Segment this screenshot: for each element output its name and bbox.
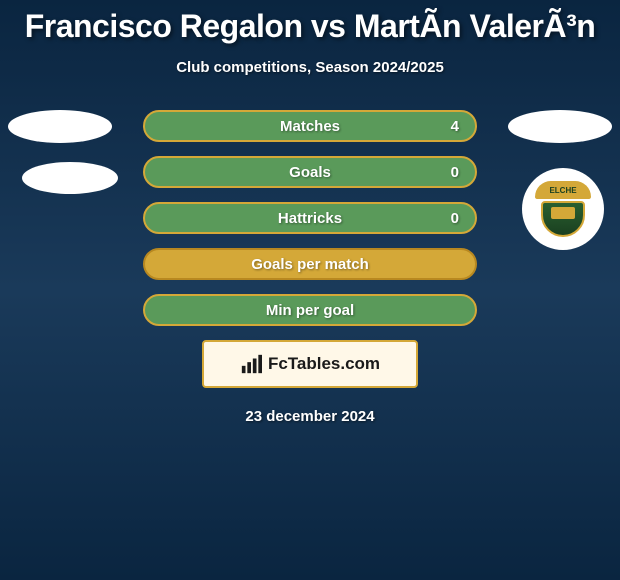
stat-value-right: 0 [451, 164, 459, 181]
stat-value-right: 0 [451, 210, 459, 227]
fctables-logo-box: FcTables.com [202, 340, 418, 388]
stat-value-right: 4 [451, 118, 459, 135]
comparison-title: Francisco Regalon vs MartÃ­n ValerÃ³n [0, 0, 620, 45]
club-badge: ELCHE [522, 168, 604, 250]
club-badge-inner: ELCHE [532, 178, 594, 240]
fctables-logo-text: FcTables.com [268, 354, 380, 374]
season-subtitle: Club competitions, Season 2024/2025 [0, 59, 620, 76]
stats-container: Matches 4 Goals 0 Hattricks 0 Goals per … [143, 110, 477, 326]
stat-label: Hattricks [278, 210, 342, 227]
player2-ellipse-1 [508, 110, 612, 143]
player1-ellipse-2 [22, 162, 118, 194]
club-badge-shield [541, 201, 585, 237]
content-area: ELCHE Matches 4 Goals 0 Hattricks 0 Goal… [0, 110, 620, 425]
stat-label: Goals [289, 164, 331, 181]
club-badge-name: ELCHE [535, 181, 591, 199]
player1-ellipse-1 [8, 110, 112, 143]
date-text: 23 december 2024 [0, 408, 620, 425]
chart-bars-icon [240, 353, 262, 375]
stat-label: Matches [280, 118, 340, 135]
stat-label: Goals per match [251, 256, 369, 273]
stat-bar-goals-per-match: Goals per match [143, 248, 477, 280]
stat-bar-hattricks: Hattricks 0 [143, 202, 477, 234]
stat-bar-goals: Goals 0 [143, 156, 477, 188]
stat-label: Min per goal [266, 302, 354, 319]
stat-bar-min-per-goal: Min per goal [143, 294, 477, 326]
stat-bar-matches: Matches 4 [143, 110, 477, 142]
